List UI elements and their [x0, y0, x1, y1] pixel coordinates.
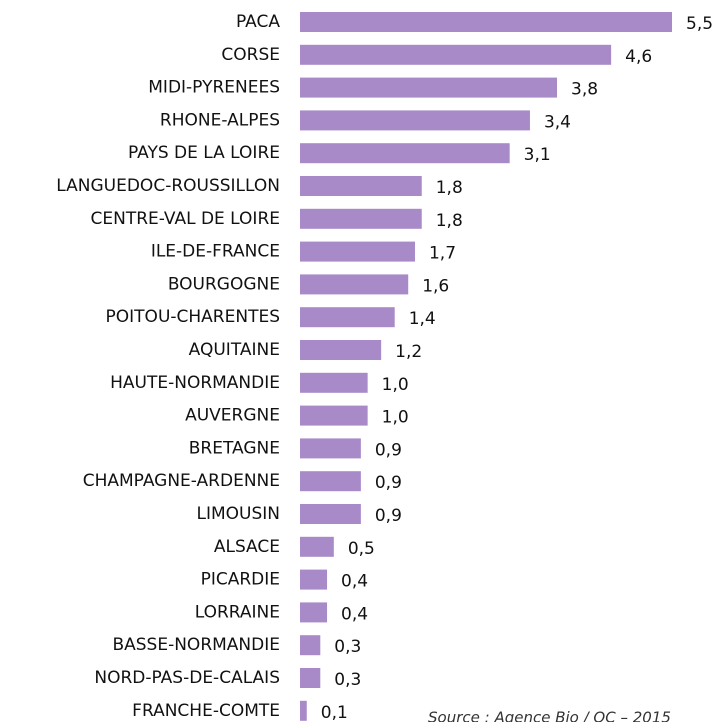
- category-label: RHONE-ALPES: [160, 110, 280, 130]
- bar: [300, 340, 382, 360]
- value-label: 1,2: [395, 342, 422, 362]
- value-label: 0,5: [348, 539, 375, 559]
- bar: [300, 504, 361, 524]
- bar: [300, 668, 321, 688]
- bar: [300, 307, 395, 328]
- category-label: ALSACE: [214, 537, 280, 557]
- value-label: 1,8: [436, 178, 463, 198]
- bar: [300, 208, 422, 229]
- bar: [300, 77, 558, 98]
- bar: [300, 143, 510, 164]
- category-label: AQUITAINE: [189, 340, 280, 360]
- category-label: CHAMPAGNE-ARDENNE: [83, 471, 280, 491]
- value-label: 0,9: [375, 506, 402, 526]
- value-label: 1,8: [436, 211, 463, 231]
- category-label: BOURGOGNE: [168, 274, 280, 294]
- category-label: PICARDIE: [201, 570, 280, 590]
- category-label: LORRAINE: [195, 602, 280, 622]
- value-label: 0,3: [334, 670, 361, 690]
- category-label: FRANCHE-COMTE: [132, 701, 280, 721]
- bar: [300, 241, 415, 262]
- bar: [300, 536, 334, 557]
- category-label: LIMOUSIN: [197, 504, 281, 524]
- bar: [300, 405, 368, 426]
- category-label: HAUTE-NORMANDIE: [110, 373, 280, 393]
- category-label: POITOU-CHARENTES: [106, 307, 280, 327]
- category-label: CORSE: [221, 45, 280, 65]
- category-label: MIDI-PYRENEES: [148, 78, 280, 98]
- value-label: 5,5: [686, 14, 713, 34]
- bar: [300, 110, 530, 131]
- bar: [300, 438, 361, 459]
- value-label: 3,4: [544, 112, 571, 132]
- category-label: BASSE-NORMANDIE: [112, 635, 280, 655]
- category-label: BRETAGNE: [189, 438, 280, 458]
- value-label: 0,4: [341, 604, 368, 624]
- value-label: 4,6: [625, 47, 652, 67]
- value-label: 3,1: [524, 145, 551, 165]
- bar: [300, 569, 328, 590]
- category-label: CENTRE-VAL DE LOIRE: [91, 209, 281, 229]
- category-label: LANGUEDOC-ROUSSILLON: [56, 176, 280, 196]
- bar: [300, 44, 612, 65]
- bar: [300, 274, 409, 295]
- bar: [300, 700, 307, 721]
- category-label: PACA: [236, 12, 280, 32]
- value-label: 3,8: [571, 80, 598, 100]
- category-label: AUVERGNE: [185, 406, 280, 426]
- value-label: 1,0: [382, 375, 409, 395]
- bar: [300, 471, 361, 492]
- category-label: PAYS DE LA LOIRE: [128, 143, 280, 163]
- value-label: 0,9: [375, 440, 402, 460]
- value-label: 1,7: [429, 244, 456, 264]
- bar: [300, 635, 321, 656]
- category-label: NORD-PAS-DE-CALAIS: [94, 668, 280, 688]
- value-label: 0,4: [341, 572, 368, 592]
- value-label: 1,0: [382, 408, 409, 428]
- bar: [300, 12, 672, 32]
- bar: [300, 602, 328, 623]
- value-label: 1,4: [409, 309, 436, 329]
- value-label: 0,3: [334, 637, 361, 657]
- bar: [300, 176, 422, 196]
- category-label: ILE-DE-FRANCE: [151, 242, 280, 262]
- value-label: 1,6: [422, 276, 449, 296]
- source: Source : Agence Bio / OC – 2015: [428, 709, 671, 722]
- value-label: 0,9: [375, 473, 402, 493]
- value-label: 0,1: [321, 703, 348, 722]
- bar: [300, 372, 368, 393]
